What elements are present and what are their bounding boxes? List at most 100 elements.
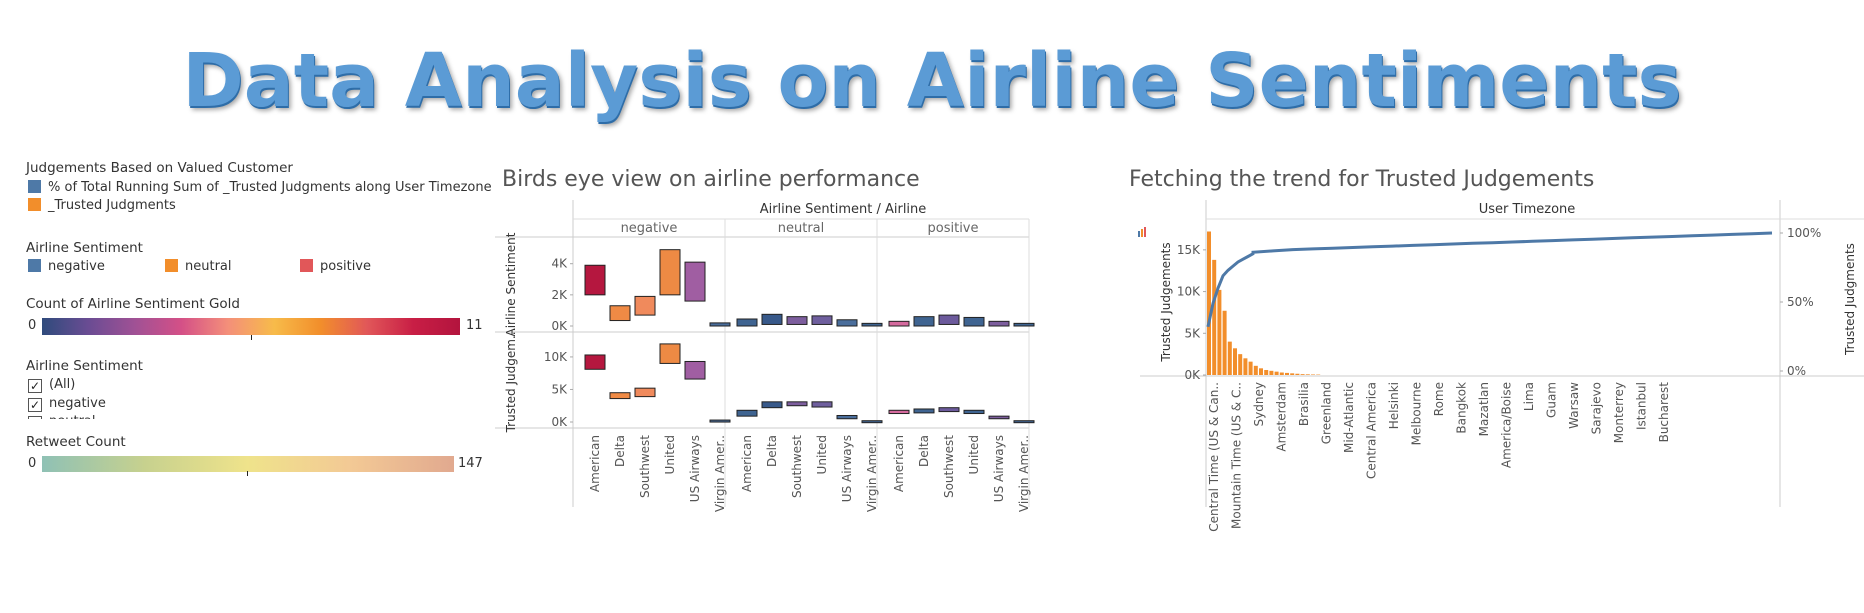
legend-item-positive[interactable]: positive	[300, 259, 371, 274]
chart2-x-tick-label: Rome	[1432, 382, 1446, 416]
legend-label: % of Total Running Sum of _Trusted Judgm…	[48, 180, 492, 195]
swatch-blue	[28, 180, 41, 193]
chart2-x-tick-label: America/Boise	[1500, 382, 1514, 468]
legend-label: positive	[320, 259, 371, 274]
chart1-bar	[888, 409, 910, 415]
chart2-x-tick-label: Mountain Time (US & C..	[1230, 382, 1244, 529]
checkbox-checked-icon[interactable]: ✓	[28, 398, 42, 412]
chart1-x-tick-label: American	[588, 435, 602, 492]
chart2-y2-tick-label: 50%	[1787, 295, 1814, 309]
chart2-bar	[1300, 374, 1305, 375]
chart2-x-tick-label: Bucharest	[1657, 382, 1671, 443]
chart1-bar	[836, 319, 858, 327]
chart1-bar	[584, 354, 606, 370]
legend-label: _Trusted Judgments	[48, 198, 176, 213]
legend-retweet-max: 147	[458, 456, 483, 471]
chart2-x-tick-label: Helsinki	[1387, 382, 1401, 429]
legend-retweet-min: 0	[28, 456, 37, 471]
chart2-x-tick-label: Lima	[1522, 382, 1536, 411]
gold-ramp-marker	[251, 335, 252, 340]
chart1-x-tick-label: Virgin Amer..	[1017, 435, 1031, 512]
chart1-x-tick-label: Delta	[917, 435, 931, 467]
chart1-bar	[659, 249, 681, 296]
chart1-bar	[609, 305, 631, 322]
chart1-y-tick-label: 4K	[551, 257, 568, 271]
retweet-color-ramp	[42, 456, 454, 472]
chart1-bar	[634, 295, 656, 316]
checkbox-checked-icon[interactable]: ✓	[28, 416, 42, 419]
chart1-y-tick-label: 0K	[551, 319, 568, 333]
legend-item-negative[interactable]: negative	[28, 259, 105, 274]
chart2-x-tick-label: Central Time (US & Can..	[1207, 382, 1221, 532]
legend-retweet-title: Retweet Count	[26, 434, 126, 450]
chart2-column-header: User Timezone	[1479, 202, 1576, 217]
chart1-y-axis-label: Airline Sentiment	[504, 232, 518, 336]
chart1-bar	[836, 414, 858, 420]
filter-item-negative[interactable]: ✓ negative	[28, 396, 106, 412]
chart1-bar	[913, 316, 935, 327]
chart2-bar	[1207, 231, 1211, 375]
chart1-bar	[709, 322, 731, 327]
chart2-sort-icon	[1141, 229, 1143, 237]
chart1-y-tick-label: 10K	[544, 350, 568, 364]
chart1-bar	[736, 409, 758, 417]
checkbox-checked-icon[interactable]: ✓	[28, 379, 42, 393]
chart2-bar	[1290, 373, 1295, 375]
chart2-bar	[1248, 361, 1253, 375]
chart1-bar	[963, 316, 985, 327]
chart2-x-tick-label: Bangkok	[1455, 382, 1469, 434]
chart1-bar	[761, 401, 783, 409]
chart2-title: Fetching the trend for Trusted Judgement…	[1129, 167, 1595, 192]
chart1-bar	[684, 261, 706, 302]
legend-item-running-sum[interactable]: % of Total Running Sum of _Trusted Judgm…	[28, 180, 492, 195]
chart1-x-tick-label: Virgin Amer..	[865, 435, 879, 512]
legend-item-trusted[interactable]: _Trusted Judgments	[28, 198, 176, 213]
dashboard-title: Data Analysis on Airline Sentiments	[182, 38, 1682, 124]
chart2-bar	[1269, 370, 1274, 375]
chart2-x-tick-label: Greenland	[1320, 382, 1334, 444]
chart1-x-tick-label: United	[815, 435, 829, 474]
chart1-bar	[938, 314, 960, 325]
chart1-panel-header: negative	[621, 221, 678, 236]
swatch-positive	[300, 259, 313, 272]
chart1-y-tick-label: 5K	[551, 382, 568, 396]
filter-sentiment-list[interactable]: ✓ (All) ✓ negative ✓ neutral	[28, 377, 328, 419]
chart1-x-tick-label: American	[740, 435, 754, 492]
legend-item-neutral[interactable]: neutral	[165, 259, 232, 274]
chart1-x-tick-label: Delta	[613, 435, 627, 467]
chart2-y-tick-label: 5K	[1184, 326, 1201, 340]
chart2-bar	[1222, 310, 1227, 375]
chart2-y2-tick-label: 0%	[1787, 364, 1806, 378]
legend-gold-min: 0	[28, 318, 37, 333]
filter-item-all[interactable]: ✓ (All)	[28, 377, 75, 393]
chart2-x-tick-label: Amsterdam	[1275, 382, 1289, 452]
legend-gold-max: 11	[466, 318, 483, 333]
chart2-bar	[1274, 371, 1279, 375]
chart2-bar	[1285, 372, 1289, 375]
swatch-orange	[28, 198, 41, 211]
chart2-y-tick-label: 15K	[1177, 243, 1201, 257]
chart2-y-axis-label: Trusted Judgements	[1159, 242, 1173, 362]
chart2-x-tick-label: Warsaw	[1567, 382, 1581, 429]
chart2-bar	[1253, 365, 1258, 375]
legend-label: neutral	[185, 259, 232, 274]
filter-item-neutral[interactable]: ✓ neutral	[28, 414, 96, 419]
chart1-bar	[684, 360, 706, 380]
chart1-bar	[988, 415, 1010, 420]
chart2-x-tick-label: Guam	[1545, 382, 1559, 418]
chart2-bar	[1311, 374, 1315, 375]
chart1-bar	[634, 387, 656, 398]
gold-color-ramp	[42, 318, 460, 335]
chart1-x-tick-label: United	[663, 435, 677, 474]
chart1-y-axis-label: Trusted Judgem...	[504, 328, 518, 434]
chart2-sort-icon	[1144, 227, 1146, 237]
chart1-title: Birds eye view on airline performance	[502, 167, 920, 192]
filter-sentiment-title: Airline Sentiment	[26, 358, 143, 374]
legend-gold-title: Count of Airline Sentiment Gold	[26, 296, 240, 312]
chart1-bar	[609, 392, 631, 400]
chart1-x-tick-label: Virgin Amer..	[713, 435, 727, 512]
chart2-sort-icon	[1138, 231, 1140, 237]
chart2-x-tick-label: Mazatlan	[1477, 382, 1491, 436]
chart1-panel-header: positive	[928, 221, 979, 236]
chart2-line	[1206, 231, 1773, 328]
